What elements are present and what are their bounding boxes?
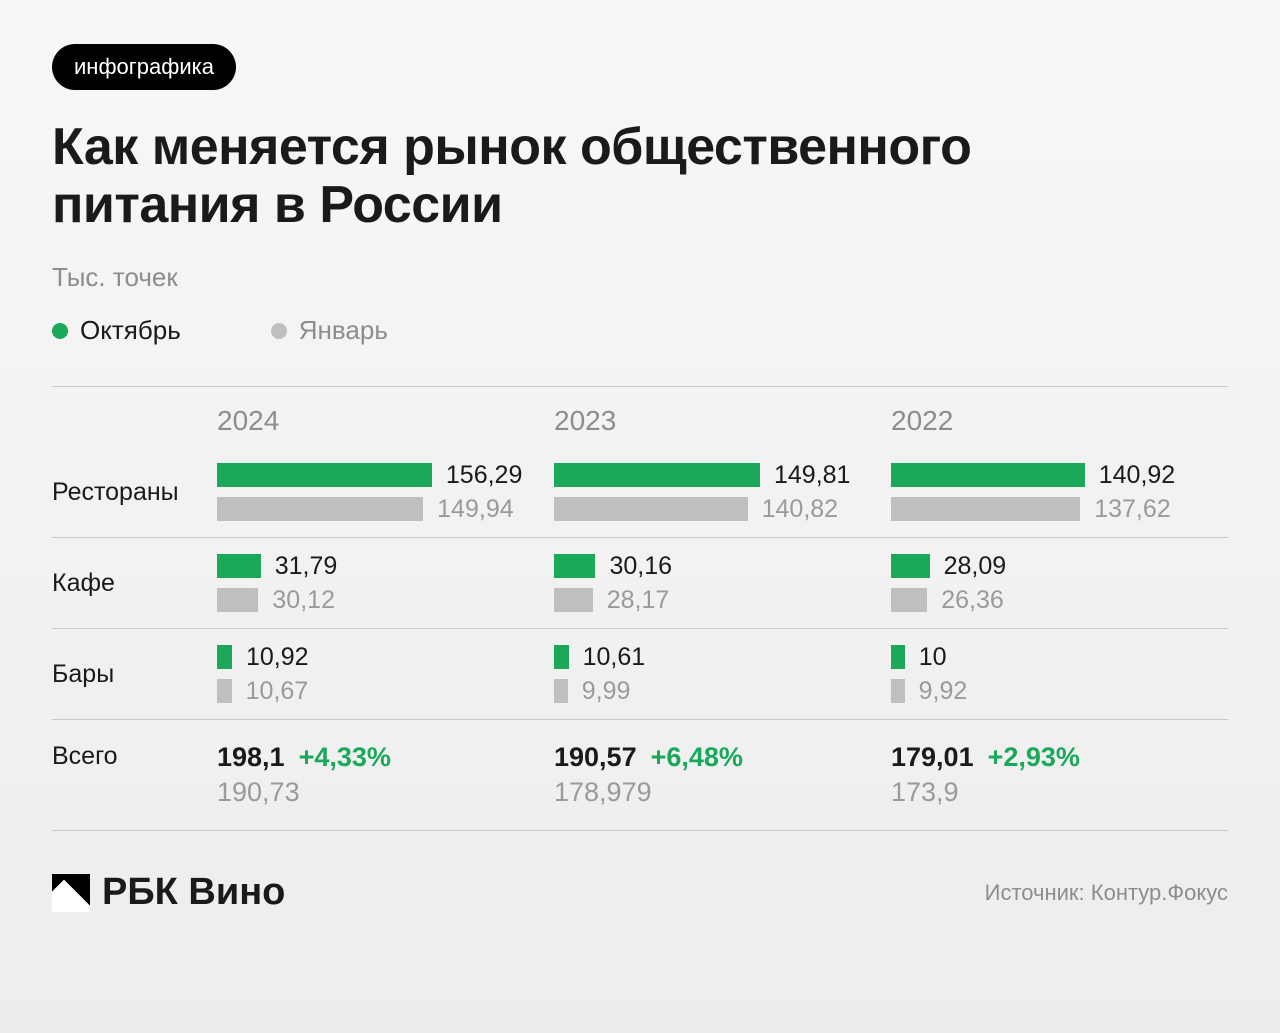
year-label: 2022	[891, 387, 1228, 447]
value-january: 137,62	[1094, 495, 1170, 524]
chart-container: 2024 2023 2022 Рестораны 156,29 149,94 149,…	[52, 386, 1228, 831]
category-label: Кафе	[52, 538, 217, 628]
bar-october	[891, 645, 905, 669]
legend-item-january: Январь	[271, 315, 388, 346]
bar-january	[891, 588, 927, 612]
totals-cell: 190,57 +6,48% 178,979	[554, 720, 891, 830]
bar-cell: 31,79 30,12	[217, 538, 554, 628]
bar-cell: 149,81 140,82	[554, 447, 891, 537]
bar-january	[217, 497, 423, 521]
total-october: 198,1	[217, 742, 285, 773]
badge: инфографика	[52, 44, 236, 90]
bar-january	[554, 588, 593, 612]
value-january: 140,82	[762, 495, 838, 524]
legend: Октябрь Январь	[52, 315, 1228, 346]
bar-october	[217, 463, 432, 487]
totals-cell: 179,01 +2,93% 173,9	[891, 720, 1228, 830]
total-october: 179,01	[891, 742, 974, 773]
year-label: 2024	[217, 387, 554, 447]
bar-october	[217, 645, 232, 669]
bar-cell: 28,09 26,36	[891, 538, 1228, 628]
value-january: 26,36	[941, 586, 1004, 615]
total-change: +2,93%	[988, 742, 1080, 773]
total-october: 190,57	[554, 742, 637, 773]
total-january: 178,979	[554, 777, 873, 808]
value-october: 156,29	[446, 461, 522, 490]
totals-cell: 198,1 +4,33% 190,73	[217, 720, 554, 830]
bar-october	[554, 463, 760, 487]
value-january: 149,94	[437, 495, 513, 524]
value-january: 30,12	[272, 586, 335, 615]
bar-january	[217, 679, 232, 703]
legend-dot-icon	[52, 323, 68, 339]
value-january: 10,67	[246, 677, 309, 706]
bar-cell: 10,61 9,99	[554, 629, 891, 719]
bar-october	[554, 554, 595, 578]
legend-item-october: Октябрь	[52, 315, 181, 346]
bar-january	[554, 497, 748, 521]
bar-cell: 140,92 137,62	[891, 447, 1228, 537]
bar-october	[554, 645, 569, 669]
bar-cell: 156,29 149,94	[217, 447, 554, 537]
logo-mark-icon	[52, 874, 90, 912]
value-january: 9,99	[582, 677, 631, 706]
bar-cell: 10,92 10,67	[217, 629, 554, 719]
subtitle: Тыс. точек	[52, 262, 1228, 293]
bar-october	[891, 463, 1085, 487]
value-october: 31,79	[275, 552, 338, 581]
logo-text: РБК Вино	[102, 871, 285, 914]
value-october: 28,09	[944, 552, 1007, 581]
publisher-logo: РБК Вино	[52, 871, 285, 914]
bar-january	[217, 588, 258, 612]
bar-cell: 30,16 28,17	[554, 538, 891, 628]
category-row: Бары10,9210,6710,619,99109,92	[52, 629, 1228, 720]
category-label: Рестораны	[52, 447, 217, 537]
total-change: +4,33%	[299, 742, 391, 773]
total-change: +6,48%	[651, 742, 743, 773]
value-october: 10	[919, 643, 947, 672]
legend-label: Январь	[299, 315, 388, 346]
legend-label: Октябрь	[80, 315, 181, 346]
value-october: 10,92	[246, 643, 309, 672]
totals-row: Всего 198,1 +4,33% 190,73 190,57 +6,48% …	[52, 720, 1228, 831]
footer: РБК Вино Источник: Контур.Фокус	[52, 871, 1228, 914]
bar-january	[891, 679, 905, 703]
legend-dot-icon	[271, 323, 287, 339]
value-october: 30,16	[609, 552, 672, 581]
bar-january	[891, 497, 1080, 521]
value-january: 28,17	[607, 586, 670, 615]
bar-october	[217, 554, 261, 578]
year-label: 2023	[554, 387, 891, 447]
bar-october	[891, 554, 930, 578]
page-title: Как меняется рынок общественного питания…	[52, 118, 1102, 234]
bar-january	[554, 679, 568, 703]
value-january: 9,92	[919, 677, 968, 706]
value-october: 149,81	[774, 461, 850, 490]
bar-cell: 109,92	[891, 629, 1228, 719]
value-october: 10,61	[583, 643, 646, 672]
category-label: Бары	[52, 629, 217, 719]
category-row: Кафе 31,79 30,12 30,16 28,17 28,09 26,36	[52, 538, 1228, 629]
totals-label: Всего	[52, 720, 217, 830]
category-row: Рестораны156,29149,94149,81140,82140,921…	[52, 447, 1228, 538]
total-january: 190,73	[217, 777, 536, 808]
total-january: 173,9	[891, 777, 1210, 808]
source-label: Источник: Контур.Фокус	[985, 880, 1228, 906]
value-october: 140,92	[1099, 461, 1175, 490]
year-header-row: 2024 2023 2022	[52, 387, 1228, 447]
